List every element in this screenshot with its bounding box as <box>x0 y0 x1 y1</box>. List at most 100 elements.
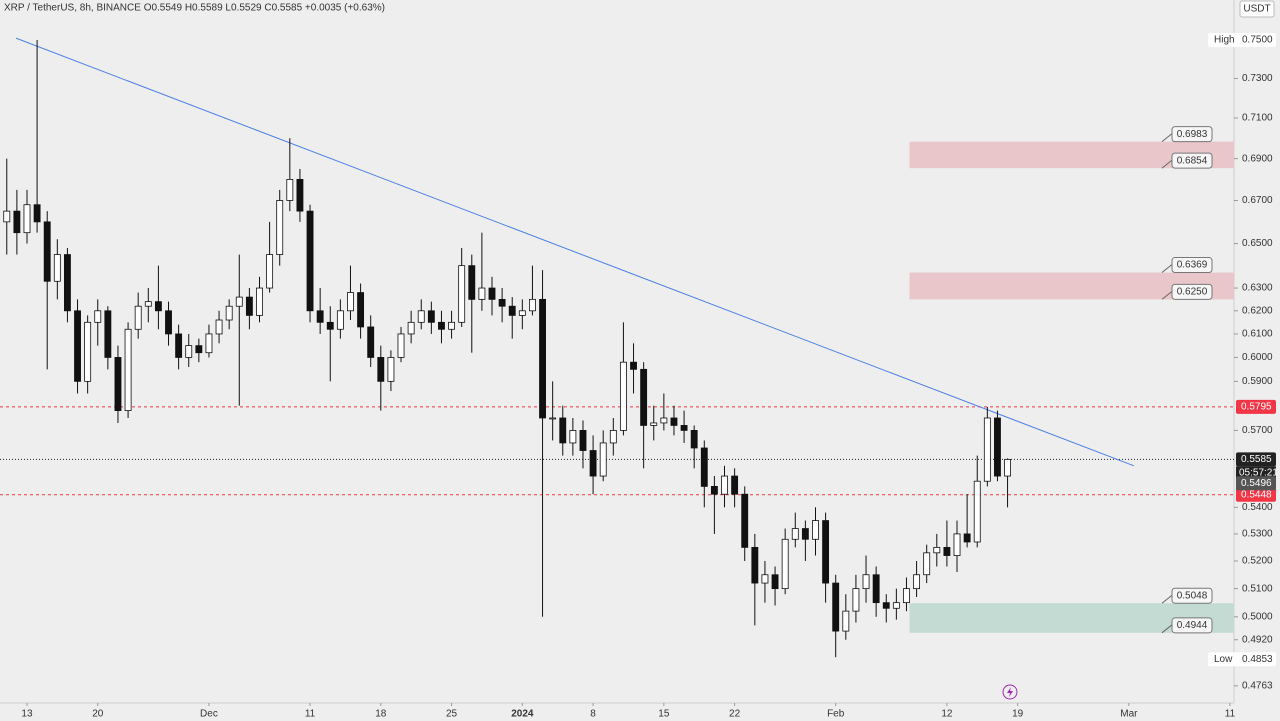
event-icon[interactable] <box>1002 684 1018 700</box>
candle-body <box>892 602 900 609</box>
candle-body <box>549 417 557 420</box>
candle-body <box>377 357 385 382</box>
candle-body <box>357 292 365 328</box>
y-tick-label: 0.6500 <box>1242 238 1273 249</box>
x-tick-label: Feb <box>827 709 845 720</box>
y-tick-label: 0.6100 <box>1242 329 1273 340</box>
x-tick-label: 12 <box>941 709 953 720</box>
candle-body <box>579 430 587 451</box>
countdown: 05:57:21 <box>1239 468 1278 479</box>
price-tag <box>1236 476 1276 491</box>
callout-pointer <box>1161 594 1173 604</box>
x-tick-label: 19 <box>1012 709 1024 720</box>
candle-body <box>225 305 233 321</box>
candle-body <box>903 588 910 604</box>
countdown-box <box>1236 466 1276 480</box>
high-box <box>1208 33 1276 48</box>
candle-body <box>801 528 809 540</box>
x-tick-label: 22 <box>729 709 741 720</box>
x-tick-label: Dec <box>200 709 218 720</box>
candle-body <box>316 310 324 323</box>
candle-body <box>650 422 658 426</box>
candle-body <box>23 204 31 234</box>
candle-body <box>114 357 122 411</box>
candle-body <box>326 321 334 330</box>
candle-body <box>609 430 617 444</box>
candle-body <box>862 574 870 590</box>
callout-pointer <box>1161 290 1173 300</box>
candle-body <box>215 319 223 335</box>
candle-body <box>185 345 193 358</box>
y-tick-label: 0.5300 <box>1242 529 1273 540</box>
x-tick-label: 11 <box>305 709 316 720</box>
candle-body <box>175 333 183 358</box>
candle-body <box>660 417 668 424</box>
x-tick-label: Mar <box>1120 709 1138 720</box>
callout-pointer <box>1161 133 1173 143</box>
candle-body <box>438 321 445 330</box>
candle-body <box>913 574 921 590</box>
candle-body <box>700 447 708 487</box>
candle-body <box>781 538 789 590</box>
candle-body <box>751 546 759 584</box>
candle-body <box>347 292 354 312</box>
x-tick-label: 8 <box>590 709 596 720</box>
candle-body <box>488 287 496 300</box>
y-tick-label: 0.6200 <box>1242 305 1273 316</box>
candle-body <box>478 287 486 300</box>
price-tag-label: 0.5795 <box>1241 402 1272 413</box>
zone-label: 0.6983 <box>1177 129 1208 140</box>
price-tag-label: 0.5448 <box>1241 489 1272 500</box>
candle-body <box>973 480 981 543</box>
callout-box <box>1171 152 1213 169</box>
y-tick-label: 0.6700 <box>1242 195 1273 206</box>
price-tag-label: 0.5496 <box>1241 478 1272 489</box>
candle-body <box>387 357 395 382</box>
candle-body <box>266 254 274 289</box>
callout-box <box>1171 257 1213 274</box>
y-tick-label: 0.7300 <box>1242 73 1273 84</box>
candle-body <box>741 493 749 548</box>
candle-body <box>84 321 92 382</box>
x-tick-label: 18 <box>375 709 387 720</box>
candle-body <box>983 417 991 482</box>
y-tick-label: 0.6900 <box>1242 153 1273 164</box>
callout-pointer <box>1161 159 1173 169</box>
candle-body <box>104 310 112 358</box>
candle-body <box>569 430 577 444</box>
candle-body <box>761 574 769 584</box>
candle-body <box>872 574 880 604</box>
x-tick-label: 20 <box>92 709 104 720</box>
candle-body <box>852 588 860 612</box>
zone-label: 0.6369 <box>1177 260 1208 271</box>
x-tick-label: 15 <box>658 709 670 720</box>
price-tag <box>1236 452 1276 467</box>
candle-body <box>559 417 567 444</box>
candle-body <box>296 178 304 212</box>
candle-body <box>427 310 435 323</box>
event-bolt <box>1007 687 1013 697</box>
candle-body <box>235 296 243 307</box>
chart-title: XRP / TetherUS, 8h, BINANCE O0.5549 H0.5… <box>4 3 385 14</box>
candle-body <box>589 450 597 477</box>
y-tick-label: 0.5700 <box>1242 425 1273 436</box>
currency-box[interactable] <box>1239 0 1275 18</box>
candle-body <box>245 296 253 316</box>
candle-body <box>529 298 536 312</box>
x-tick-label: 11 <box>1225 709 1236 720</box>
y-tick-label: 0.6000 <box>1242 352 1273 363</box>
candle-body <box>417 310 425 323</box>
candle-body <box>518 310 526 316</box>
y-tick-label: 0.7100 <box>1242 113 1273 124</box>
y-tick-label: 0.4763 <box>1242 681 1273 692</box>
candle-body <box>923 552 931 576</box>
candle-body <box>943 546 951 556</box>
callout-pointer <box>1161 624 1173 634</box>
price-tag-label: 0.5585 <box>1241 454 1272 465</box>
candle-body <box>822 520 830 584</box>
x-tick-label: 2024 <box>511 709 534 720</box>
candle-body <box>448 321 455 330</box>
candle-body <box>468 265 476 300</box>
